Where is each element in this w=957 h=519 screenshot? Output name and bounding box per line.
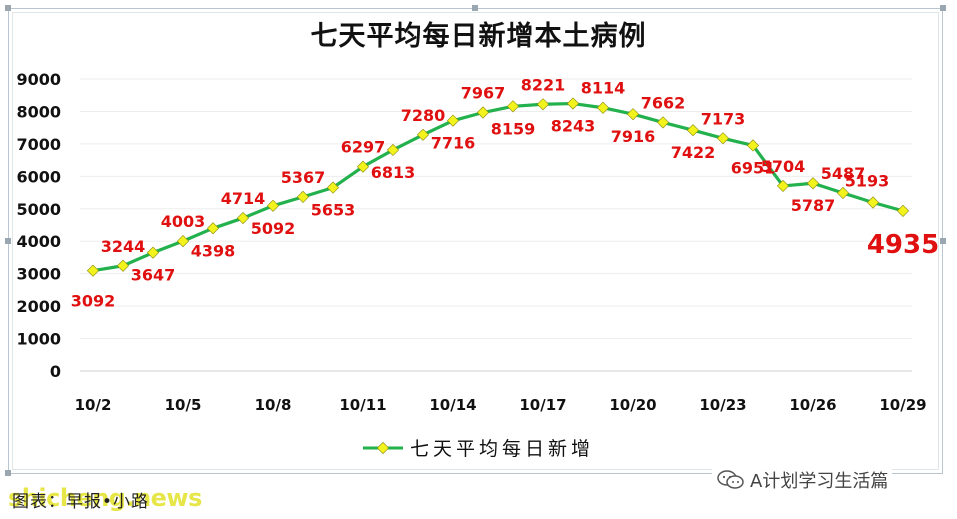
- data-point: [176, 235, 190, 248]
- data-label: 7422: [671, 143, 716, 162]
- y-tick-label: 1000: [16, 330, 61, 349]
- brand-badge: A计划学习生活篇: [712, 466, 893, 494]
- data-point: [836, 186, 850, 200]
- x-tick-label: 10/11: [339, 396, 386, 414]
- data-point: [536, 98, 550, 111]
- data-label: 7173: [701, 109, 746, 128]
- y-tick-label: 9000: [16, 70, 61, 89]
- site-watermark: shicheng.news: [8, 484, 202, 512]
- resize-handle-top-right[interactable]: [940, 5, 946, 11]
- data-point: [266, 199, 280, 212]
- data-label: 6297: [341, 138, 386, 157]
- data-label: 4935: [867, 230, 939, 260]
- data-point: [506, 100, 520, 113]
- data-label: 5653: [311, 201, 356, 220]
- data-label: 5487: [821, 164, 866, 183]
- y-tick-label: 8000: [16, 102, 61, 121]
- data-point: [656, 116, 670, 129]
- y-tick-label: 7000: [16, 135, 61, 154]
- x-tick-label: 10/2: [75, 396, 112, 414]
- y-tick-label: 0: [50, 362, 61, 381]
- x-tick-label: 10/5: [165, 396, 202, 414]
- data-label: 3647: [131, 266, 176, 285]
- source-caption: 图表：早报•小路: [12, 492, 150, 512]
- data-point: [626, 108, 640, 121]
- data-label: 4003: [161, 212, 206, 231]
- resize-handle-top-center[interactable]: [472, 5, 478, 11]
- data-point: [806, 177, 820, 190]
- resize-handle-top-left[interactable]: [5, 5, 11, 11]
- legend-label: 七天平均每日新增: [410, 438, 594, 460]
- data-label: 7916: [611, 127, 656, 146]
- data-label: 6951: [731, 158, 776, 177]
- data-point: [296, 190, 310, 203]
- data-point: [206, 222, 220, 235]
- data-label: 7662: [641, 93, 686, 112]
- data-label: 6813: [371, 163, 416, 182]
- data-point: [596, 101, 610, 114]
- data-label: 8243: [551, 117, 596, 136]
- data-label: 7716: [431, 134, 476, 153]
- data-point: [146, 246, 160, 259]
- data-point: [236, 211, 250, 225]
- data-label: 5367: [281, 168, 326, 187]
- data-label: 4714: [221, 189, 266, 208]
- wechat-icon: [717, 470, 744, 489]
- y-tick-label: 5000: [16, 200, 61, 219]
- data-label: 8159: [491, 119, 536, 138]
- data-label: 7967: [461, 84, 506, 103]
- y-tick-label: 6000: [16, 167, 61, 186]
- resize-handle-middle-right[interactable]: [940, 238, 946, 244]
- data-point: [896, 204, 910, 217]
- data-point: [116, 259, 130, 272]
- data-label: 8221: [521, 75, 566, 94]
- data-label: 8114: [581, 79, 626, 98]
- resize-handle-bottom-left[interactable]: [5, 470, 11, 476]
- data-label: 4398: [191, 241, 236, 260]
- data-point: [356, 160, 370, 173]
- x-tick-label: 10/23: [699, 396, 746, 414]
- x-tick-label: 10/26: [789, 396, 836, 414]
- data-point: [866, 196, 880, 209]
- data-point: [326, 181, 340, 194]
- chart-legend: 七天平均每日新增: [363, 438, 594, 460]
- resize-handle-middle-left[interactable]: [5, 238, 11, 244]
- data-label: 5704: [761, 157, 806, 176]
- series-line: [92, 101, 904, 273]
- data-point: [446, 114, 460, 127]
- data-point: [746, 139, 760, 152]
- y-tick-label: 2000: [16, 297, 61, 316]
- x-tick-label: 10/20: [609, 396, 656, 414]
- chart-title: 七天平均每日新增本土病例: [310, 21, 647, 52]
- x-tick-label: 10/29: [879, 396, 926, 414]
- data-point: [716, 132, 730, 145]
- data-label: 3092: [71, 292, 116, 311]
- data-point: [776, 179, 790, 193]
- data-point: [476, 106, 490, 119]
- data-label: 5092: [251, 219, 296, 238]
- data-point: [86, 264, 100, 277]
- data-point: [416, 128, 430, 141]
- data-label: 5787: [791, 196, 836, 215]
- brand-text: A计划学习生活篇: [750, 471, 889, 492]
- data-label: 5193: [845, 172, 890, 191]
- data-point: [386, 143, 400, 157]
- x-tick-label: 10/14: [429, 396, 476, 414]
- data-point: [686, 124, 700, 137]
- y-tick-label: 3000: [16, 265, 61, 284]
- data-point: [566, 97, 580, 110]
- y-tick-label: 4000: [16, 232, 61, 251]
- data-label: 7280: [401, 106, 446, 125]
- x-tick-label: 10/17: [519, 396, 566, 414]
- chart-frame-inner: [12, 12, 939, 470]
- legend-marker-sample: [376, 441, 390, 455]
- data-label: 3244: [101, 237, 146, 256]
- x-tick-label: 10/8: [255, 396, 292, 414]
